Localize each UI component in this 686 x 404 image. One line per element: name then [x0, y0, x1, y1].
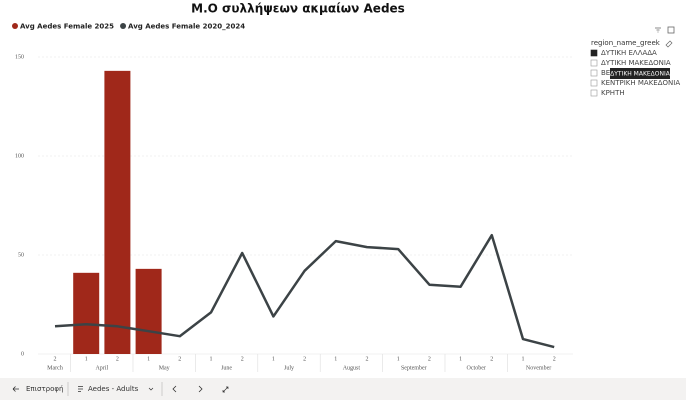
plot: 0 50 100 150 2 March 1 2 April 1 2 May 1 2 June 1 2 July 1…: [15, 54, 573, 372]
bar: [135, 268, 162, 354]
visual-icons: [655, 26, 675, 34]
slicer-item[interactable]: ΚΡΗΤΗ: [601, 89, 625, 97]
x-sub-label: 1: [147, 356, 150, 362]
back-button[interactable]: Επιστροφή: [26, 385, 63, 393]
slicer-item[interactable]: ΔΥΤΙΚΗ ΕΛΛΑΔΑ: [601, 49, 657, 57]
legend-label: Avg Aedes Female 2025: [20, 23, 114, 31]
tooltip-text: ΔΥΤΙΚΗ ΜΑΚΕΔΟΝΙΑ: [610, 71, 671, 78]
x-month-label: September: [401, 365, 427, 371]
x-sub-label: 2: [116, 356, 119, 362]
x-month-label: November: [526, 365, 551, 371]
slicer: region_name_greek ΔΥΤΙΚΗ ΕΛΛΑΔΑ ΔΥΤΙΚΗ ΜΑ…: [590, 39, 680, 97]
x-month-label: July: [284, 365, 294, 371]
x-sub-label: 2: [54, 356, 57, 362]
slicer-item[interactable]: ΔΥΤΙΚΗ ΜΑΚΕΔΟΝΙΑ: [601, 59, 671, 67]
x-sub-label: 1: [522, 356, 525, 362]
bar: [104, 70, 131, 355]
y-tick-label: 100: [15, 153, 24, 159]
x-sub-label: 2: [490, 356, 493, 362]
slicer-checkbox[interactable]: [590, 59, 598, 67]
x-sub-label: 2: [241, 356, 244, 362]
legend-swatch: [120, 23, 127, 29]
x-sub-label: 2: [303, 356, 306, 362]
eraser-icon[interactable]: [665, 40, 673, 48]
next-page[interactable]: [198, 385, 203, 393]
bar: [73, 272, 100, 354]
x-sub-label: 1: [272, 356, 275, 362]
x-sub-label: 2: [366, 356, 369, 362]
x-sub-label: 1: [334, 356, 337, 362]
y-tick-label: 50: [18, 252, 24, 258]
x-sub-label: 1: [459, 356, 462, 362]
x-month-label: October: [467, 365, 486, 371]
y-tick-label: 150: [15, 54, 24, 60]
legend-label: Avg Aedes Female 2020_2024: [128, 23, 245, 31]
legend-swatch: [12, 23, 18, 29]
x-sub-label: 1: [85, 356, 88, 362]
x-sub-label: 2: [428, 356, 431, 362]
prev-page[interactable]: [172, 385, 177, 393]
x-month-label: June: [221, 365, 232, 371]
slicer-checkbox[interactable]: [590, 49, 598, 57]
chart-title: Μ.Ο συλλήψεων ακμαίων Aedes: [191, 2, 405, 16]
x-sub-label: 1: [210, 356, 213, 362]
x-sub-label: 1: [397, 356, 400, 362]
x-sub-label: 2: [178, 356, 181, 362]
y-tick-label: 0: [21, 351, 24, 357]
fullscreen[interactable]: [222, 386, 229, 393]
line: [54, 233, 555, 349]
slicer-item[interactable]: ΚΕΝΤΡΙΚΗ ΜΑΚΕΔΟΝΙΑ: [601, 79, 680, 87]
slicer-checkbox[interactable]: [590, 79, 598, 87]
x-month-label: August: [343, 365, 361, 371]
slicer-checkbox[interactable]: [590, 69, 598, 77]
slicer-item[interactable]: ΒΕ: [601, 69, 610, 77]
slicer-checkbox[interactable]: [590, 89, 598, 97]
x-month-label: March: [47, 365, 63, 371]
x-month-label: April: [95, 365, 108, 371]
page-selector[interactable]: Aedes - Adults: [88, 385, 139, 393]
x-month-label: May: [159, 365, 170, 371]
slicer-header: region_name_greek: [591, 39, 661, 47]
tooltip: ΔΥΤΙΚΗ ΜΑΚΕΔΟΝΙΑ: [610, 68, 671, 79]
legend: Avg Aedes Female 2025 Avg Aedes Female 20…: [12, 23, 245, 31]
footer: Επιστροφή Aedes - Adults: [0, 378, 686, 400]
x-sub-label: 2: [553, 356, 556, 362]
